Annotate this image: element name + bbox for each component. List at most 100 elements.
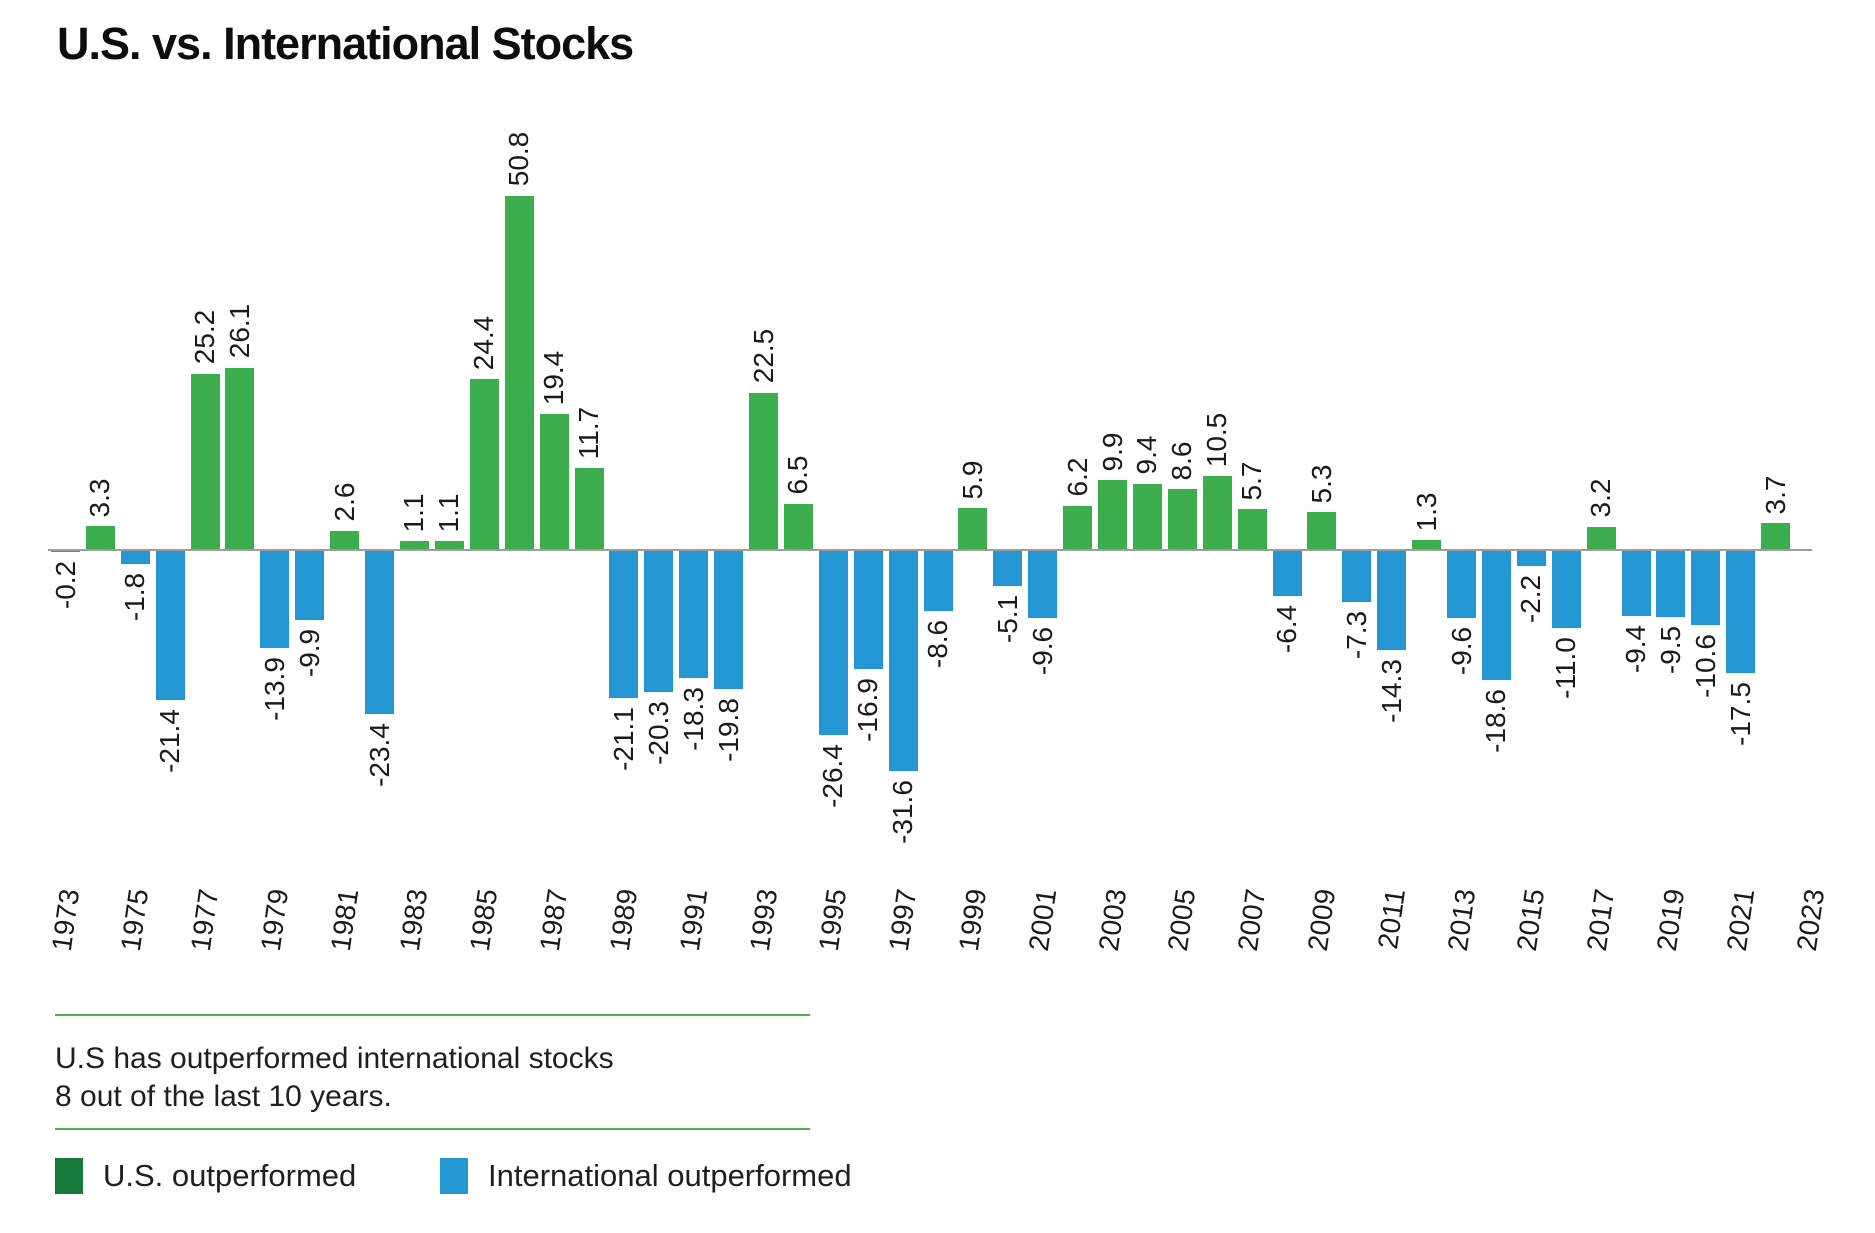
value-label-2002: 6.2 <box>1061 457 1093 497</box>
x-tick-1993: 1993 <box>743 886 783 953</box>
x-tick-1977: 1977 <box>184 886 225 953</box>
x-tick-1991: 1991 <box>673 886 713 953</box>
x-tick-2001: 2001 <box>1022 886 1062 953</box>
bar-1995 <box>818 551 848 735</box>
value-label-1980: -9.9 <box>293 628 325 677</box>
bar-1978 <box>225 367 255 549</box>
value-label-1979: -13.9 <box>258 656 290 721</box>
legend-item-intl: International outperformed <box>440 1155 852 1197</box>
value-label-1992: -19.8 <box>712 697 744 762</box>
bar-1974 <box>85 526 115 549</box>
value-label-2010: -7.3 <box>1340 610 1372 659</box>
separator-line-top <box>55 1014 810 1016</box>
bar-2010 <box>1342 551 1372 602</box>
bar-1975 <box>120 551 150 564</box>
value-label-1995: -26.4 <box>817 743 849 808</box>
x-axis-line <box>48 549 1812 551</box>
summary-note-line1: U.S has outperformed international stock… <box>55 1042 614 1075</box>
bar-2020 <box>1691 551 1721 625</box>
value-label-1982: -23.4 <box>363 722 395 787</box>
bar-1989 <box>609 551 639 698</box>
x-tick-1997: 1997 <box>882 886 923 953</box>
x-tick-2015: 2015 <box>1511 886 1551 953</box>
x-tick-2009: 2009 <box>1301 886 1341 953</box>
x-tick-2023: 2023 <box>1790 886 1830 953</box>
value-label-1989: -21.1 <box>607 706 639 771</box>
x-tick-2007: 2007 <box>1231 886 1272 953</box>
x-tick-1979: 1979 <box>254 886 294 953</box>
x-tick-2013: 2013 <box>1441 886 1481 953</box>
bar-2018 <box>1621 551 1651 617</box>
bar-2009 <box>1307 512 1337 549</box>
value-label-2013: -9.6 <box>1445 626 1477 675</box>
bar-2015 <box>1516 551 1546 567</box>
bar-1976 <box>155 551 185 700</box>
value-label-1974: 3.3 <box>84 478 116 518</box>
bar-1984 <box>434 541 464 549</box>
bar-2001 <box>1028 551 1058 618</box>
bar-2000 <box>993 551 1023 587</box>
bar-2006 <box>1202 476 1232 549</box>
bar-2008 <box>1272 551 1302 596</box>
value-label-2011: -14.3 <box>1375 659 1407 724</box>
value-label-2005: 8.6 <box>1166 441 1198 481</box>
bar-1993 <box>749 392 778 549</box>
x-tick-2003: 2003 <box>1092 886 1132 953</box>
bar-1981 <box>330 530 360 549</box>
value-label-1978: 26.1 <box>223 303 255 359</box>
bar-2022 <box>1761 523 1790 549</box>
bar-1998 <box>923 551 953 611</box>
chart-title: U.S. vs. International Stocks <box>57 18 634 69</box>
value-label-2022: 3.7 <box>1759 475 1791 515</box>
value-label-2001: -9.6 <box>1026 626 1058 675</box>
bar-2016 <box>1551 551 1581 628</box>
bar-1992 <box>714 551 744 689</box>
value-label-2021: -17.5 <box>1724 681 1756 746</box>
international-outperformed-label: International outperformed <box>488 1158 852 1193</box>
bar-2017 <box>1586 526 1616 549</box>
value-label-2003: 9.9 <box>1096 432 1128 472</box>
value-label-2020: -10.6 <box>1689 633 1721 698</box>
bar-2002 <box>1063 505 1092 549</box>
value-label-1990: -20.3 <box>642 701 674 766</box>
x-tick-1975: 1975 <box>115 886 155 953</box>
bar-2007 <box>1237 509 1267 549</box>
value-label-1998: -8.6 <box>922 619 953 668</box>
value-label-2004: 9.4 <box>1131 435 1163 475</box>
separator-line-bottom <box>55 1128 810 1130</box>
value-label-1999: 5.9 <box>956 460 988 499</box>
bar-1983 <box>399 541 429 549</box>
value-label-1975: -1.8 <box>119 572 151 621</box>
summary-note: U.S has outperformed international stock… <box>55 1040 614 1116</box>
bar-1977 <box>190 373 220 549</box>
bar-2012 <box>1412 540 1441 549</box>
value-label-2014: -18.6 <box>1480 689 1512 754</box>
value-label-1984: 1.1 <box>433 493 465 533</box>
value-label-2012: 1.3 <box>1410 492 1442 531</box>
x-tick-1981: 1981 <box>324 886 364 953</box>
x-tick-1995: 1995 <box>813 886 853 953</box>
bar-1994 <box>783 503 813 549</box>
x-tick-1973: 1973 <box>45 886 85 953</box>
x-tick-1999: 1999 <box>952 886 993 953</box>
value-label-2016: -11.0 <box>1550 636 1582 699</box>
x-tick-2005: 2005 <box>1162 886 1202 953</box>
bar-2019 <box>1656 551 1686 617</box>
bar-1979 <box>260 551 290 648</box>
bar-1988 <box>574 467 604 549</box>
bar-1986 <box>504 195 534 549</box>
x-tick-1985: 1985 <box>464 886 504 953</box>
bar-1973 <box>51 551 80 553</box>
bar-1982 <box>365 551 394 714</box>
value-label-1985: 24.4 <box>468 315 500 371</box>
bar-2011 <box>1377 551 1407 651</box>
bar-2004 <box>1132 483 1162 549</box>
value-label-2015: -2.2 <box>1515 575 1547 624</box>
bar-1980 <box>295 551 325 620</box>
x-tick-2017: 2017 <box>1580 886 1621 953</box>
value-label-1977: 25.2 <box>189 310 220 365</box>
value-label-1996: -16.9 <box>852 677 884 742</box>
bar-2003 <box>1098 480 1127 549</box>
